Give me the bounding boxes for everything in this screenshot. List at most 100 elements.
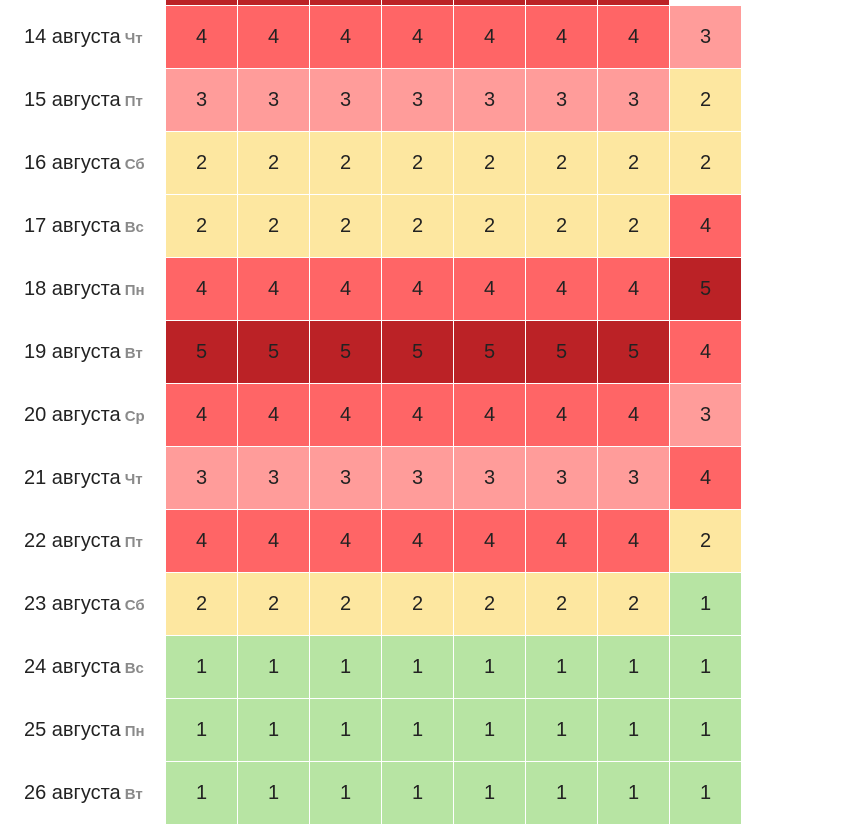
heatmap-cell: 2 — [310, 195, 381, 257]
row-date-label: 17 августа Вс — [24, 195, 144, 258]
heatmap-cell: 2 — [382, 195, 453, 257]
weekday-text: Чт — [124, 471, 143, 488]
heatmap-row: 26 августа Вт 1 1 1 1 1 1 1 1 — [0, 762, 742, 825]
heatmap-cell: 1 — [598, 699, 669, 761]
heatmap-cell: 2 — [382, 573, 453, 635]
heatmap-cell: 3 — [598, 447, 669, 509]
heatmap-cell: 4 — [166, 384, 237, 446]
heatmap-cell: 4 — [310, 6, 381, 68]
heatmap-cell: 2 — [310, 573, 381, 635]
heatmap-cell: 2 — [454, 132, 525, 194]
heatmap-cell: 1 — [526, 762, 597, 824]
heatmap-cell: 4 — [166, 6, 237, 68]
heatmap-row: 15 августа Пт 3 3 3 3 3 3 3 2 — [0, 69, 742, 132]
heatmap-cell: 4 — [382, 384, 453, 446]
heatmap-cell: 2 — [166, 195, 237, 257]
heatmap-cell: 1 — [598, 762, 669, 824]
weekday-text: Ср — [124, 408, 145, 425]
heatmap-cell: 4 — [238, 258, 309, 320]
heatmap-cell: 4 — [454, 6, 525, 68]
heatmap-cell: 2 — [310, 132, 381, 194]
heatmap-row: 22 августа Пт 4 4 4 4 4 4 4 2 — [0, 510, 742, 573]
heatmap-row: 24 августа Вс 1 1 1 1 1 1 1 1 — [0, 636, 742, 699]
weekday-text: Вс — [124, 219, 144, 236]
heatmap-cell: 5 — [454, 321, 525, 383]
heatmap-cell: 1 — [166, 636, 237, 698]
weekday-text: Сб — [124, 156, 145, 173]
heatmap-cell: 2 — [670, 69, 741, 131]
heatmap-cell: 1 — [310, 762, 381, 824]
heatmap-row: 19 августа Вт 5 5 5 5 5 5 5 4 — [0, 321, 742, 384]
heatmap-cell: 5 — [526, 0, 597, 5]
heatmap-cell: 4 — [238, 510, 309, 572]
date-text: 23 августа — [24, 593, 121, 615]
heatmap-cell: 4 — [454, 384, 525, 446]
row-date-label: 18 августа Пн — [24, 258, 145, 321]
heatmap-cell: 4 — [598, 510, 669, 572]
heatmap-cell: 4 — [310, 258, 381, 320]
heatmap-cell: 1 — [382, 762, 453, 824]
heatmap-cell: 3 — [382, 447, 453, 509]
heatmap-cell: 5 — [382, 0, 453, 5]
heatmap-cell: 2 — [166, 573, 237, 635]
date-text: 22 августа — [24, 530, 121, 552]
heatmap-cell: 4 — [526, 258, 597, 320]
heatmap-cell: 2 — [670, 510, 741, 572]
heatmap-cell: 1 — [670, 636, 741, 698]
date-text: 26 августа — [24, 782, 121, 804]
heatmap-cell: 3 — [166, 447, 237, 509]
heatmap-cell: 5 — [598, 0, 669, 5]
heatmap-cell: 1 — [670, 762, 741, 824]
heatmap-cell: 4 — [670, 195, 741, 257]
date-text: 17 августа — [24, 215, 121, 237]
date-text: 16 августа — [24, 152, 121, 174]
heatmap-cell: 1 — [598, 636, 669, 698]
heatmap-row: 18 августа Пн 4 4 4 4 4 4 4 5 — [0, 258, 742, 321]
weekday-text: Чт — [124, 30, 143, 47]
heatmap-cell: 5 — [310, 321, 381, 383]
heatmap-cell: 3 — [670, 6, 741, 68]
heatmap-cell: 1 — [238, 699, 309, 761]
heatmap-cell: 2 — [454, 573, 525, 635]
heatmap-cell: 1 — [454, 762, 525, 824]
heatmap-cell: 4 — [670, 447, 741, 509]
date-text: 18 августа — [24, 278, 121, 300]
weekday-text: Вт — [124, 786, 143, 803]
row-date-label: 26 августа Вт — [24, 762, 143, 825]
heatmap-cell: 1 — [670, 573, 741, 635]
heatmap-cell: 1 — [238, 762, 309, 824]
row-date-label: 23 августа Сб — [24, 573, 145, 636]
heatmap-cell: 5 — [166, 321, 237, 383]
heatmap-row: 14 августа Чт 4 4 4 4 4 4 4 3 — [0, 6, 742, 69]
heatmap-cell: 3 — [670, 384, 741, 446]
row-date-label: 22 августа Пт — [24, 510, 143, 573]
heatmap-cell: 5 — [670, 258, 741, 320]
heatmap-cell: 4 — [526, 510, 597, 572]
heatmap-row: 17 августа Вс 2 2 2 2 2 2 2 4 — [0, 195, 742, 258]
heatmap-cell: 2 — [526, 573, 597, 635]
heatmap-cell: 4 — [382, 510, 453, 572]
heatmap-row: 16 августа Сб 2 2 2 2 2 2 2 2 — [0, 132, 742, 195]
heatmap-cell: 4 — [454, 258, 525, 320]
row-date-label: 14 августа Чт — [24, 6, 143, 69]
heatmap-cell: 3 — [526, 447, 597, 509]
heatmap-cell: 5 — [382, 321, 453, 383]
heatmap-cell: 1 — [166, 762, 237, 824]
heatmap-cell: 2 — [238, 195, 309, 257]
heatmap-cell: 4 — [310, 384, 381, 446]
weekday-text: Пн — [124, 723, 145, 740]
heatmap-row: 23 августа Сб 2 2 2 2 2 2 2 1 — [0, 573, 742, 636]
heatmap-cell: 3 — [238, 69, 309, 131]
heatmap-cell: 3 — [598, 69, 669, 131]
heatmap-cell: 1 — [382, 699, 453, 761]
heatmap-cell: 1 — [238, 636, 309, 698]
row-date-label: 15 августа Пт — [24, 69, 143, 132]
date-text: 20 августа — [24, 404, 121, 426]
heatmap-cell: 2 — [526, 132, 597, 194]
heatmap-cell: 3 — [310, 447, 381, 509]
heatmap-cell: 4 — [598, 384, 669, 446]
heatmap-cell: 4 — [670, 321, 741, 383]
heatmap-row: 25 августа Пн 1 1 1 1 1 1 1 1 — [0, 699, 742, 762]
date-text: 25 августа — [24, 719, 121, 741]
heatmap-cell: 2 — [238, 132, 309, 194]
